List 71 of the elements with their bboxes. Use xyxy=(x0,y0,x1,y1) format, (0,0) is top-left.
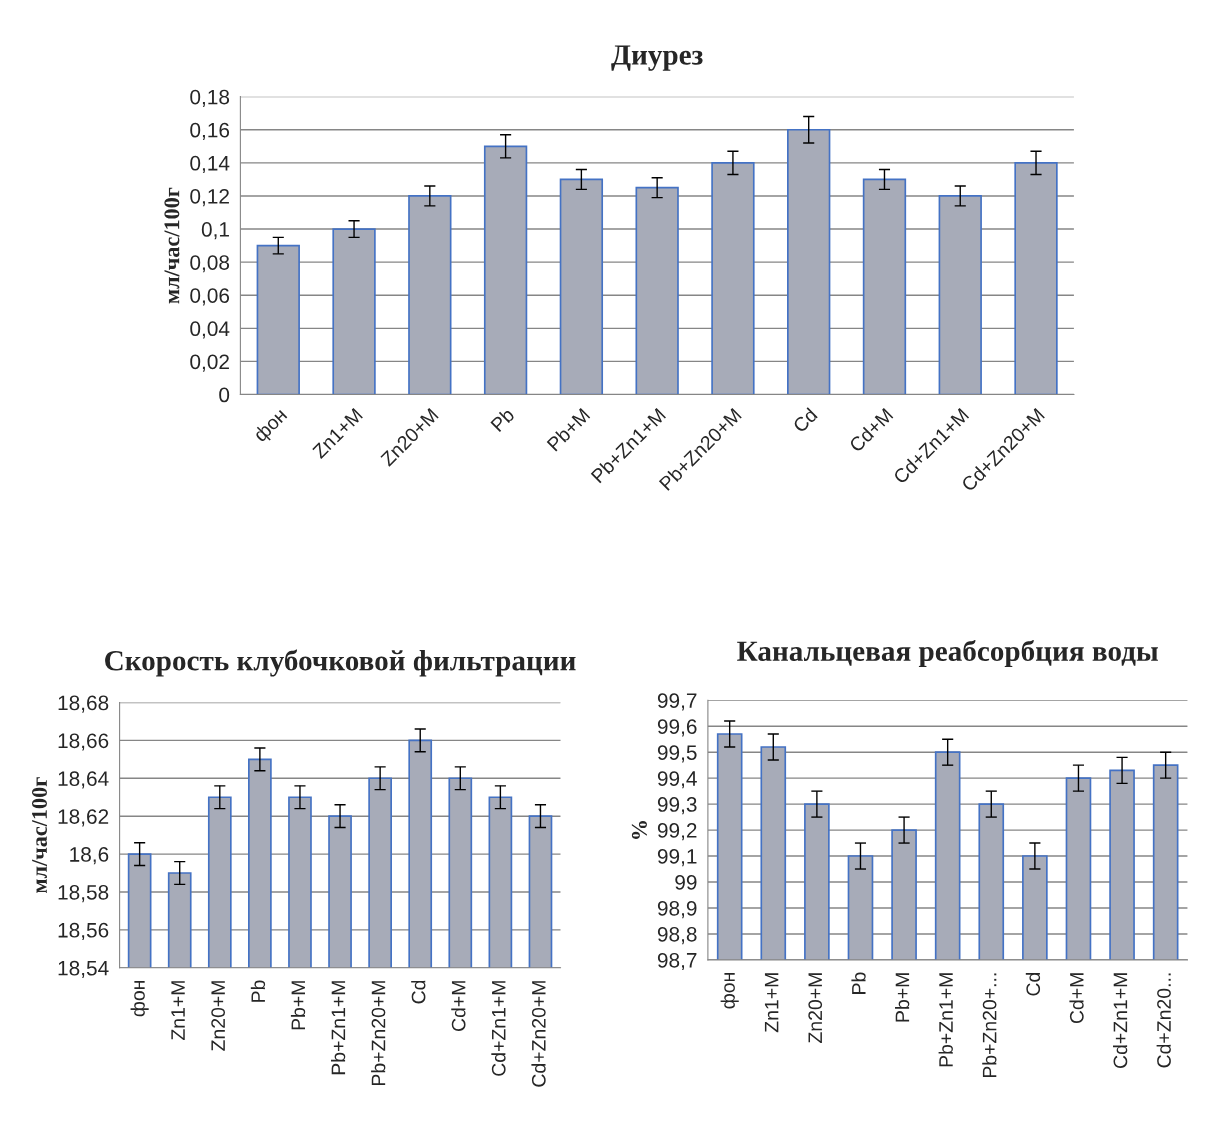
x-tick-label: фон xyxy=(720,973,739,1009)
y-tick-label: 0,1 xyxy=(201,222,229,240)
y-tick-label: 18,58 xyxy=(58,884,109,903)
x-tick-label: Pb+Zn20+... xyxy=(982,973,997,1078)
y-tick-label: 0,14 xyxy=(190,155,230,174)
x-tick-label: Cd+Zn1+M xyxy=(1113,973,1128,1068)
y-tick-label: 99 xyxy=(675,875,697,890)
x-tick-label: Cd+Zn20+M xyxy=(531,981,546,1087)
x-tick-label: Pb+M xyxy=(895,973,910,1022)
bar xyxy=(408,195,452,395)
y-tick-label: 0,16 xyxy=(190,122,230,140)
x-tick-label: Pb xyxy=(250,980,266,1002)
x-tick-label: Cd xyxy=(411,980,426,1004)
bar xyxy=(635,186,679,395)
y-tick-label: 18,6 xyxy=(70,847,109,865)
bar xyxy=(559,178,604,395)
y-axis-title: мл/час/100г xyxy=(164,187,180,304)
x-tick-label: Zn1+M xyxy=(764,973,779,1033)
x-tick-label: Cd xyxy=(1025,972,1041,996)
x-tick-label: Cd+Zn1+M xyxy=(491,981,506,1076)
y-tick-label: 0,08 xyxy=(190,255,230,273)
x-tick-label: Pb+M xyxy=(290,981,306,1030)
y-tick-label: 0,04 xyxy=(190,321,230,339)
x-tick-label: Pb xyxy=(489,406,516,433)
bar xyxy=(483,145,528,395)
y-tick-label: 99,2 xyxy=(657,823,697,841)
chart-title: Диурез xyxy=(611,45,703,71)
y-tick-label: 99,6 xyxy=(657,719,697,737)
y-tick-label: 0,18 xyxy=(190,89,230,107)
y-tick-label: 98,8 xyxy=(657,926,697,945)
x-tick-label: Cd+M xyxy=(1069,973,1084,1024)
y-tick-label: 99,1 xyxy=(657,849,697,867)
x-tick-label: Cd+Zn20... xyxy=(1156,973,1171,1068)
bar xyxy=(332,228,376,395)
x-tick-label: Cd xyxy=(791,407,818,434)
y-tick-label: 18,68 xyxy=(58,695,109,713)
x-tick-label: фон xyxy=(252,407,291,446)
y-tick-label: 0,02 xyxy=(190,354,229,372)
y-axis-title: % xyxy=(631,821,647,839)
y-axis-title: мл/час/100г xyxy=(31,777,47,893)
x-tick-label: Zn20+M xyxy=(211,981,226,1051)
x-tick-label: Zn1+M xyxy=(171,981,185,1041)
y-tick-label: 18,56 xyxy=(58,922,109,941)
y-tick-label: 99,4 xyxy=(657,771,697,789)
x-tick-label: Pb xyxy=(851,972,866,994)
y-tick-label: 18,66 xyxy=(58,733,109,751)
y-tick-label: 18,64 xyxy=(58,771,109,789)
bar xyxy=(862,178,907,395)
bar xyxy=(938,195,982,395)
y-tick-label: 0 xyxy=(219,387,230,403)
y-tick-label: 18,54 xyxy=(58,960,109,978)
chart-title: Скорость клубочковой фильтрации xyxy=(105,649,576,677)
y-tick-label: 99,5 xyxy=(657,745,697,763)
x-tick-label: Pb+Zn20+M xyxy=(371,981,386,1085)
x-tick-label: Zn20+M xyxy=(808,973,823,1043)
x-tick-label: Pb+Zn1+M xyxy=(938,973,953,1067)
bar xyxy=(256,244,300,395)
bar xyxy=(1014,162,1058,395)
y-tick-label: 99,3 xyxy=(657,797,697,815)
x-tick-label: Pb+Zn1+M xyxy=(330,981,346,1075)
y-tick-label: 0,12 xyxy=(190,188,229,207)
y-tick-label: 99,7 xyxy=(657,693,697,711)
x-tick-label: фон xyxy=(130,980,149,1017)
x-tick-label: Cd+M xyxy=(451,981,466,1031)
y-tick-label: 0,06 xyxy=(190,288,230,306)
bar xyxy=(711,162,755,395)
y-tick-label: 18,62 xyxy=(58,809,109,827)
y-tick-label: 98,9 xyxy=(657,900,697,919)
y-tick-label: 98,7 xyxy=(657,952,697,971)
chart-title: Канальцевая реабсорбция воды xyxy=(737,639,1158,667)
bar xyxy=(787,128,831,395)
